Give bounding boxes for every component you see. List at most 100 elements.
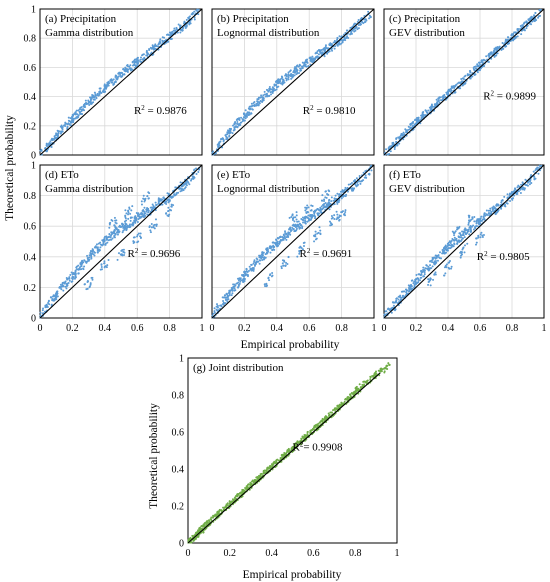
scatter-point (311, 204, 314, 207)
scatter-point (314, 210, 317, 213)
scatter-point (110, 78, 113, 81)
scatter-point (526, 25, 529, 28)
scatter-point (337, 406, 340, 409)
scatter-point (85, 288, 88, 291)
scatter-point (240, 279, 243, 282)
scatter-point (188, 15, 191, 18)
scatter-point (212, 514, 215, 517)
scatter-point (435, 98, 438, 101)
scatter-point (393, 148, 396, 151)
scatter-point (313, 234, 316, 237)
scatter-point (388, 308, 391, 311)
scatter-point (445, 246, 448, 249)
scatter-point (193, 16, 196, 19)
scatter-point (109, 79, 112, 82)
scatter-point (512, 197, 515, 200)
scatter-point (244, 117, 247, 120)
scatter-point (287, 71, 290, 74)
scatter-point (225, 293, 228, 296)
scatter-point (469, 77, 472, 80)
scatter-point (445, 263, 448, 266)
scatter-point (351, 189, 354, 192)
scatter-point (496, 203, 499, 206)
scatter-point (460, 238, 463, 241)
scatter-point (314, 230, 317, 233)
scatter-point (86, 279, 89, 282)
scatter-point (150, 226, 153, 229)
scatter-point (89, 282, 92, 285)
scatter-point (516, 35, 519, 38)
scatter-point (533, 175, 536, 178)
scatter-point (82, 268, 85, 271)
scatter-point (74, 270, 77, 273)
scatter-point (265, 283, 268, 286)
fit-line (39, 8, 203, 156)
scatter-point (261, 256, 264, 259)
scatter-point (199, 526, 202, 529)
scatter-point (222, 299, 225, 302)
scatter-point (183, 25, 186, 28)
scatter-point (197, 170, 200, 173)
scatter-point (105, 235, 108, 238)
scatter-point (468, 233, 471, 236)
scatter-point (147, 211, 150, 214)
scatter-point (277, 80, 280, 83)
plot-frame (211, 8, 375, 156)
scatter-point (280, 75, 283, 78)
x-tick-label: 1 (395, 548, 400, 559)
panel-title-line1: (d) ETo (45, 169, 79, 181)
scatter-point (131, 205, 134, 208)
scatter-point (495, 48, 498, 51)
scatter-point (323, 417, 326, 420)
x-tick-label: 1 (200, 323, 205, 334)
scatter-point (287, 73, 290, 76)
scatter-point (338, 35, 341, 38)
scatter-point (465, 229, 468, 232)
scatter-point (106, 81, 109, 84)
scatter-point (247, 107, 250, 110)
fit-line (383, 8, 545, 156)
x-tick-label: 0.6 (307, 548, 320, 559)
scatter-point (429, 284, 432, 287)
scatter-point (443, 252, 446, 255)
scatter-point (534, 18, 537, 21)
scatter-point (68, 276, 71, 279)
scatter-point (459, 232, 462, 235)
scatter-point (488, 211, 491, 214)
scatter-point (298, 249, 301, 252)
scatter-point (89, 98, 92, 101)
scatter-point (446, 249, 449, 252)
scatter-point (488, 214, 491, 217)
scatter-point (320, 205, 323, 208)
scatter-point (233, 127, 236, 130)
scatter-point (193, 176, 196, 179)
scatter-point (325, 47, 328, 50)
scatter-point (450, 267, 453, 270)
scatter-point (409, 287, 412, 290)
scatter-point (220, 138, 223, 141)
x-tick-label: 0.2 (238, 323, 251, 334)
scatter-point (300, 224, 303, 227)
scatter-point (483, 218, 486, 221)
scatter-point (304, 64, 307, 67)
y-tick-label: 0 (31, 314, 36, 325)
scatter-point (87, 100, 90, 103)
scatter-point (269, 87, 272, 90)
scatter-point (526, 21, 529, 24)
scatter-point (109, 221, 112, 224)
scatter-point (150, 223, 153, 226)
scatter-point (316, 50, 319, 53)
scatter-point (487, 60, 490, 63)
scatter-point (349, 32, 352, 35)
scatter-point (500, 48, 503, 51)
scatter-point (317, 53, 320, 56)
scatter-point (142, 53, 145, 56)
scatter-point (517, 28, 520, 31)
y-tick-label: 0.2 (172, 502, 185, 513)
scatter-point (93, 98, 96, 101)
scatter-point (288, 216, 291, 219)
x-tick-label: 0.8 (335, 323, 348, 334)
scatter-point (439, 96, 442, 99)
scatter-point (494, 213, 497, 216)
